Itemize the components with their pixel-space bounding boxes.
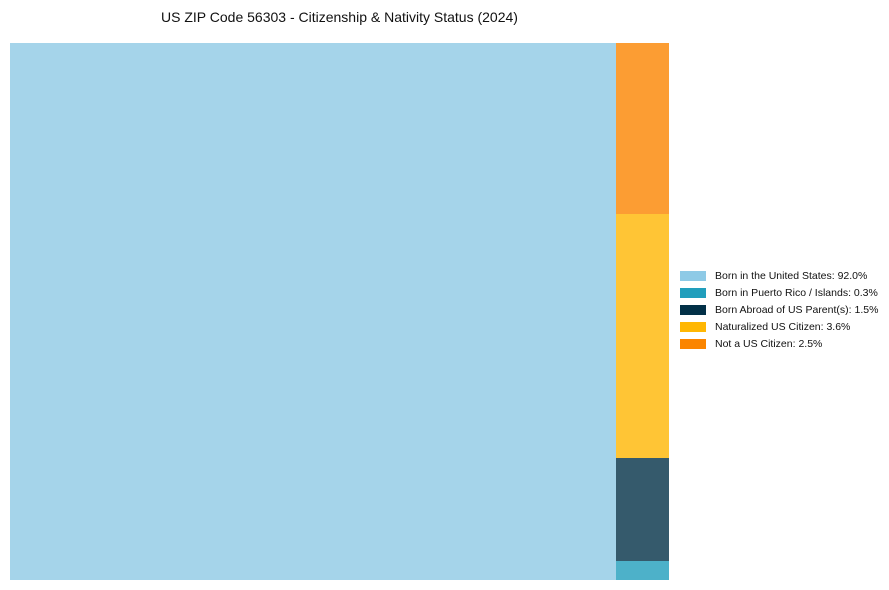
legend: Born in the United States: 92.0% Born in … — [680, 267, 878, 352]
treemap-tile-born-in-the-united-states — [10, 43, 616, 580]
legend-swatch — [680, 321, 706, 332]
legend-label: Not a US Citizen: 2.5% — [715, 337, 823, 350]
legend-item: Not a US Citizen: 2.5% — [680, 335, 878, 352]
treemap-tile-naturalized-us-citizen — [616, 214, 669, 458]
treemap-tile-not-a-us-citizen — [616, 43, 669, 214]
legend-swatch — [680, 287, 706, 298]
treemap — [10, 43, 669, 580]
treemap-tile-born-abroad-of-us-parent-s — [616, 458, 669, 561]
chart-title: US ZIP Code 56303 - Citizenship & Nativi… — [161, 9, 518, 25]
legend-item: Born in Puerto Rico / Islands: 0.3% — [680, 284, 878, 301]
legend-swatch — [680, 338, 706, 349]
legend-label: Born in the United States: 92.0% — [715, 269, 868, 282]
legend-label: Naturalized US Citizen: 3.6% — [715, 320, 851, 333]
legend-swatch — [680, 270, 706, 281]
legend-label: Born in Puerto Rico / Islands: 0.3% — [715, 286, 878, 299]
legend-item: Born in the United States: 92.0% — [680, 267, 878, 284]
legend-swatch — [680, 304, 706, 315]
legend-item: Born Abroad of US Parent(s): 1.5% — [680, 301, 878, 318]
treemap-tile-born-in-puerto-rico-islands — [616, 561, 669, 580]
legend-label: Born Abroad of US Parent(s): 1.5% — [715, 303, 879, 316]
legend-item: Naturalized US Citizen: 3.6% — [680, 318, 878, 335]
